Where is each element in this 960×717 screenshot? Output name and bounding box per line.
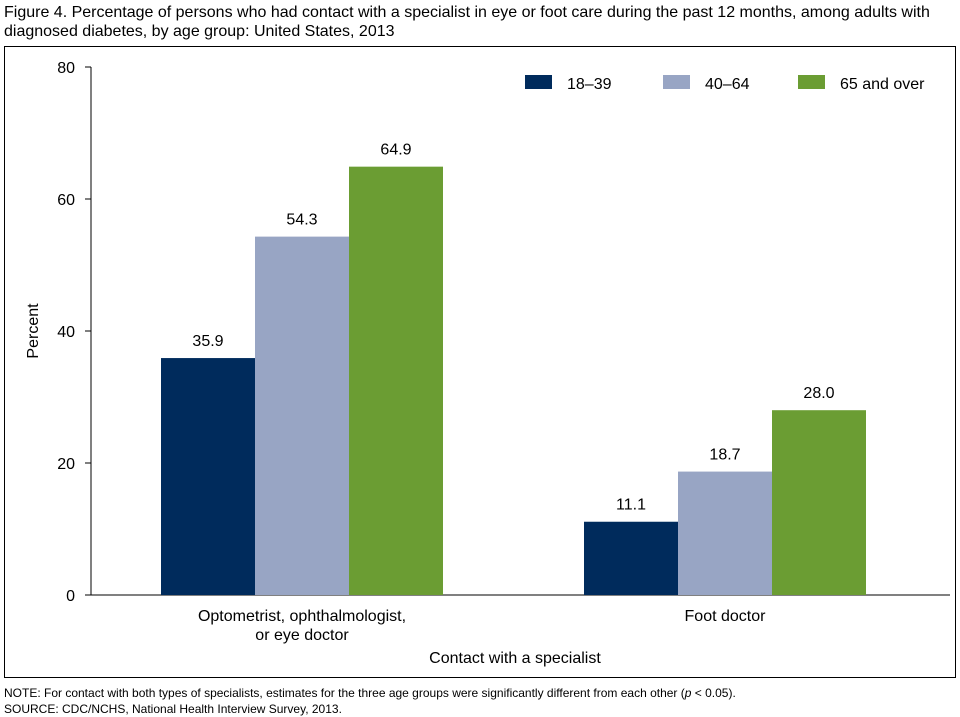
data-label: 35.9: [192, 333, 223, 350]
legend-swatch: [525, 75, 552, 89]
x-axis-label: Contact with a specialist: [429, 650, 601, 667]
data-label: 18.7: [709, 447, 740, 464]
legend-label: 18–39: [567, 76, 612, 93]
bar: [584, 521, 678, 595]
bar: [161, 358, 255, 595]
note-text: NOTE: For contact with both types of spe…: [4, 686, 736, 700]
source-text: SOURCE: CDC/NCHS, National Health Interv…: [4, 702, 342, 716]
data-label: 11.1: [616, 497, 646, 514]
bar: [349, 166, 443, 595]
plot-frame: [4, 46, 956, 678]
bar: [678, 471, 772, 595]
note-p: p: [684, 686, 692, 700]
y-axis-label: Percent: [25, 303, 42, 359]
note-suffix: < 0.05).: [691, 686, 736, 700]
legend-label: 40–64: [705, 76, 750, 93]
legend-swatch: [798, 75, 825, 89]
x-tick-label: Optometrist, ophthalmologist,: [198, 608, 406, 625]
data-label: 28.0: [803, 385, 834, 402]
legend-swatch: [663, 75, 690, 89]
data-label: 54.3: [286, 212, 317, 229]
y-tick-label: 60: [57, 192, 75, 209]
legend-label: 65 and over: [840, 76, 925, 93]
x-tick-label: Foot doctor: [685, 608, 767, 625]
bar: [772, 410, 866, 595]
y-tick-label: 80: [57, 60, 75, 77]
chart-title: Figure 4. Percentage of persons who had …: [4, 4, 930, 40]
y-tick-label: 20: [57, 456, 75, 473]
note-prefix: NOTE: For contact with both types of spe…: [4, 686, 685, 700]
y-tick-label: 40: [57, 324, 75, 341]
data-label: 64.9: [380, 142, 411, 159]
y-tick-label: 0: [66, 588, 75, 605]
bar: [255, 236, 349, 595]
x-tick-label: or eye doctor: [255, 627, 349, 644]
